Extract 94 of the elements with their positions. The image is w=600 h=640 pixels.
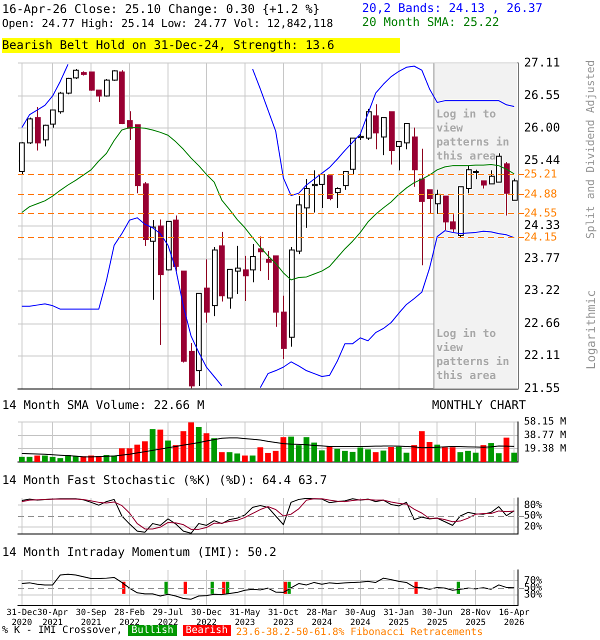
- bar: [488, 443, 494, 462]
- bar: [372, 452, 379, 462]
- bar: [326, 446, 332, 462]
- text: Logarithmic: [584, 290, 598, 370]
- bar: [480, 445, 486, 462]
- bar: [150, 429, 156, 462]
- text: Bearish Belt Hold on 31-Dec-24, Strength: 13.6: [2, 38, 400, 53]
- bar: [504, 438, 510, 462]
- bar: [226, 452, 232, 462]
- bar: [242, 456, 248, 462]
- ref-line-label: 24.15: [524, 230, 558, 244]
- x-tick-label: 30-Sep 2021: [76, 608, 106, 628]
- bar: [250, 456, 256, 462]
- y-tick-label: 23.77: [524, 250, 560, 265]
- y-tick-label: 22.66: [524, 316, 560, 330]
- bar: [472, 452, 479, 462]
- bar: [418, 431, 425, 462]
- y-tick-label: 30%: [524, 590, 542, 601]
- chart-title: 14 Month SMA Volume: 22.66 M: [2, 398, 204, 412]
- x-tick-label: 28-Nov 2025: [460, 608, 492, 628]
- x-tick-label: 31-Oct 2023: [268, 608, 299, 628]
- y-tick-label: 25.44: [524, 153, 560, 168]
- bar: [357, 447, 364, 462]
- bar: [218, 452, 225, 462]
- x-tick-label: 31-Jan 2025: [383, 608, 414, 628]
- chart-subtitle: Open: 24.77 High: 25.14 Low: 24.77 Vol: 12,842,118: [2, 17, 334, 30]
- bar: [157, 430, 164, 462]
- ref-line-label: 25.21: [524, 167, 558, 180]
- bar: [311, 442, 318, 462]
- x-tick-label: 30-Jun 2025: [422, 608, 453, 628]
- y-tick-label: 50%: [524, 510, 542, 522]
- bar: [134, 444, 140, 462]
- bar: [426, 442, 432, 462]
- bar: [465, 450, 471, 462]
- y-tick-label: 19.38 M: [524, 443, 566, 454]
- bar: [57, 458, 64, 462]
- text: 20,2 Bands: 24.13 , 26.37: [362, 1, 544, 15]
- y-tick-label: 20%: [524, 521, 542, 532]
- bar: [380, 450, 386, 462]
- y-tick-label: 80%: [524, 500, 542, 511]
- y-tick-label: 27.11: [524, 55, 560, 70]
- y-tick-label: 26.00: [524, 120, 560, 134]
- bar: [280, 437, 286, 462]
- bar: [396, 446, 402, 462]
- bar: [172, 445, 179, 462]
- bar: [26, 456, 32, 462]
- ref-line-label: 24.88: [524, 187, 558, 200]
- x-tick-label: 28-Mar 2024: [306, 608, 338, 628]
- bar: [34, 456, 40, 462]
- y-tick-label: 58.15 M: [524, 416, 566, 428]
- bar: [18, 456, 25, 462]
- bar: [257, 447, 264, 462]
- y-tick-label: 26.55: [524, 88, 560, 102]
- bar: [211, 438, 218, 462]
- bar: [304, 437, 310, 462]
- bar: [404, 452, 410, 462]
- band-label: Log in to view patterns in this area: [436, 108, 510, 163]
- text: 23.6-38.2-50-61.8% Fibonacci Retracements: [236, 627, 483, 638]
- bar: [365, 449, 371, 462]
- bar: [511, 452, 518, 462]
- y-tick-label: 21.55: [524, 380, 560, 395]
- bar: [196, 427, 202, 462]
- bar: [165, 440, 171, 462]
- text: Log in to view patterns in this area: [436, 327, 510, 382]
- bar: [434, 444, 440, 462]
- bar: [496, 453, 502, 462]
- bar: [457, 452, 464, 462]
- y-tick-label: 23.22: [524, 283, 560, 298]
- bar: [234, 453, 240, 462]
- y-tick-label: 38.77 M: [524, 430, 566, 441]
- y-tick-label: 24.33: [524, 218, 560, 232]
- bar: [388, 447, 394, 462]
- chart-title: 14 Month Intraday Momentum (IMI): 50.2: [2, 545, 277, 559]
- x-tick-label: 16-Apr 2026: [498, 608, 530, 628]
- bar: [72, 456, 79, 462]
- bar: [318, 450, 325, 462]
- bar: [296, 445, 302, 462]
- bar: [411, 445, 418, 462]
- bar: [288, 436, 294, 462]
- bar: [265, 452, 271, 462]
- bar: [204, 433, 210, 462]
- bar: [126, 448, 132, 462]
- x-tick-label: 31-May 2023: [230, 608, 260, 628]
- x-tick-label: 30-Aug 2024: [344, 608, 376, 628]
- text: MONTHLY CHART: [432, 398, 526, 412]
- chart-title: 16-Apr-26 Close: 25.10 Change: 0.30 {+1.2 %}: [2, 2, 320, 16]
- chart-title: 14 Month Fast Stochastic (%K) (%D): 64.4 63.7: [2, 473, 328, 487]
- bar: [142, 441, 148, 462]
- bar: [334, 448, 340, 462]
- ref-line-label: 24.55: [524, 206, 558, 220]
- y-tick-label: 22.11: [524, 348, 560, 362]
- bar: [272, 450, 279, 462]
- y-axis-title: Split and Dividend Adjusted: [584, 60, 597, 239]
- text: 20 Month SMA: 25.22: [362, 15, 500, 29]
